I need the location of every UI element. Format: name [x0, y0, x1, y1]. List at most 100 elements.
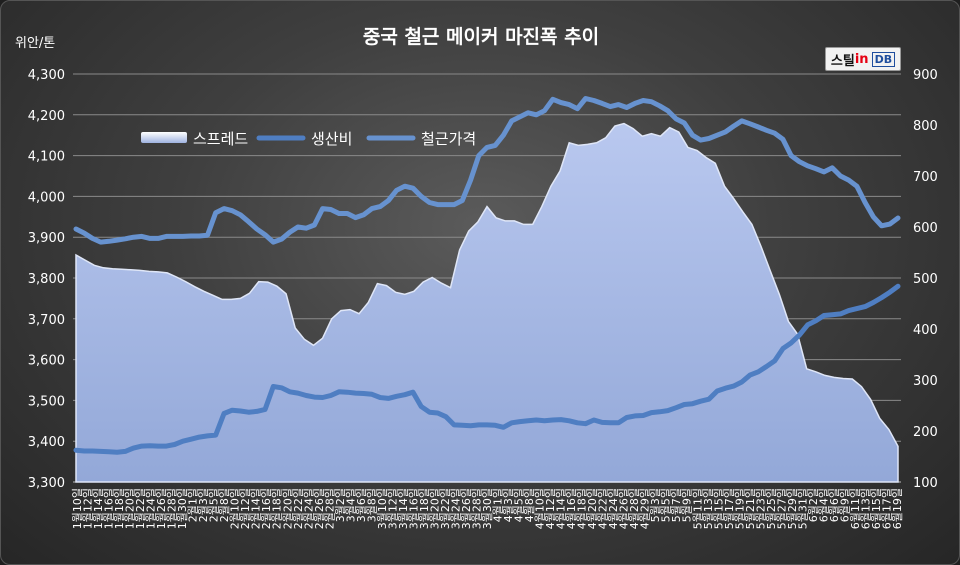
- y-axis-left-label: 위안/톤: [15, 36, 55, 51]
- y-right-tick-label: 700: [913, 170, 938, 185]
- chart-title: 중국 철근 메이커 마진폭 추이: [363, 26, 599, 48]
- x-tick-label: 2월26일: [312, 488, 326, 529]
- x-tick-label: 5월3일: [648, 488, 662, 522]
- x-tick-label: 2월3일: [196, 488, 210, 522]
- x-tick-label: 5월21일: [743, 488, 757, 529]
- line-layer: [73, 96, 901, 455]
- x-tick-label: 3월6일: [354, 488, 368, 522]
- legend-swatch-spread: [141, 132, 187, 143]
- logo-text-a: 스틸: [830, 53, 855, 69]
- series-line-production-cost: [73, 283, 901, 455]
- x-tick-label: 4월22일: [596, 488, 610, 529]
- x-tick-label: 1월20일: [123, 488, 137, 529]
- x-tick-label: 3월20일: [427, 488, 441, 529]
- x-tick-label: 3월2일: [333, 488, 347, 522]
- x-tick-label: 1월18일: [112, 488, 126, 529]
- legend-label: 철근가격: [421, 130, 476, 148]
- y-left-tick-label: 4,000: [28, 190, 65, 205]
- x-tick-label: 5월27일: [774, 488, 788, 529]
- y-right-tick-label: 100: [913, 476, 938, 491]
- x-tick-label: 1월24일: [144, 488, 158, 529]
- x-tick-label: 4월24일: [606, 488, 620, 529]
- y-left-tick-label: 3,500: [28, 394, 65, 409]
- x-tick-label: 2월14일: [249, 488, 263, 529]
- x-tick-label: 5월29일: [785, 488, 799, 529]
- x-tick-label: 2월28일: [322, 488, 336, 529]
- x-tick-label: 6월9일: [837, 488, 851, 522]
- y-left-tick-label: 3,400: [28, 435, 65, 450]
- y-right-tick-label: 900: [913, 68, 938, 83]
- x-tick-label: 5월5일: [659, 488, 673, 522]
- legend: 스프레드 생산비 철근가격: [141, 130, 476, 148]
- y-left-tick-label: 4,200: [28, 109, 65, 124]
- y-left-tick-label: 3,700: [28, 313, 65, 328]
- x-tick-label: 5월17일: [722, 488, 736, 529]
- x-tick-label: 2월16일: [259, 488, 273, 529]
- x-tick-label: 5월19일: [732, 488, 746, 529]
- x-tick-label: 4월3일: [501, 488, 515, 522]
- x-tick-label: 3월26일: [459, 488, 473, 529]
- x-tick-label: 4월16일: [564, 488, 578, 529]
- x-tick-label: 6월13일: [859, 488, 873, 529]
- x-tick-label: 6월11일: [848, 488, 862, 529]
- x-tick-label: 4월28일: [627, 488, 641, 529]
- x-tick-label: 4월18일: [575, 488, 589, 529]
- x-tick-label: 4월29일: [638, 488, 652, 529]
- y-right-tick-label: 200: [913, 425, 938, 440]
- x-tick-label: 6월2일: [806, 488, 820, 522]
- x-tick-label: 4월1일: [491, 488, 505, 522]
- x-tick-label: 1월14일: [91, 488, 105, 529]
- x-tick-label: 3월8일: [364, 488, 378, 522]
- x-tick-label: 6월4일: [816, 488, 830, 522]
- legend-label: 스프레드: [193, 130, 248, 148]
- x-tick-label: 5월15일: [711, 488, 725, 529]
- x-tick-label: 5월23일: [753, 488, 767, 529]
- x-tick-label: 1월28일: [165, 488, 179, 529]
- x-tick-label: 6월19일: [890, 488, 904, 529]
- x-tick-label: 3월4일: [343, 488, 357, 522]
- y-left-tick-label: 3,600: [28, 354, 65, 369]
- x-tick-label: 4월14일: [554, 488, 568, 529]
- x-tick-label: 2월12일: [238, 488, 252, 529]
- x-tick-label: 5월9일: [680, 488, 694, 522]
- x-tick-label: 1월16일: [102, 488, 116, 529]
- x-axis-ticks: 1월10일1월12일1월14일1월16일1월18일1월20일1월22일1월24일…: [70, 488, 904, 529]
- x-tick-label: 2월22일: [291, 488, 305, 529]
- x-tick-label: 2월24일: [301, 488, 315, 529]
- x-tick-label: 5월13일: [701, 488, 715, 529]
- x-tick-label: 5월25일: [764, 488, 778, 529]
- y-left-tick-label: 4,100: [28, 150, 65, 165]
- y-right-tick-label: 300: [913, 374, 938, 389]
- legend-label: 생산비: [311, 130, 352, 148]
- x-tick-label: 2월18일: [270, 488, 284, 529]
- y-right-tick-label: 600: [913, 221, 938, 236]
- x-tick-label: 1월26일: [154, 488, 168, 529]
- series-area-spread: [75, 122, 899, 483]
- x-tick-label: 6월6일: [827, 488, 841, 522]
- x-tick-label: 5월7일: [669, 488, 683, 522]
- x-tick-label: 2월10일: [228, 488, 242, 529]
- y-left-tick-label: 4,300: [28, 68, 65, 83]
- x-tick-label: 1월10일: [70, 488, 84, 529]
- series-line-rebar-price: [73, 96, 901, 245]
- x-tick-label: 4월10일: [533, 488, 547, 529]
- x-tick-label: 6월17일: [880, 488, 894, 529]
- x-tick-label: 2월1일: [186, 488, 200, 522]
- x-tick-label: 5월11일: [690, 488, 704, 529]
- x-tick-label: 4월5일: [512, 488, 526, 522]
- x-tick-label: 1월30일: [175, 488, 189, 529]
- y-right-tick-label: 800: [913, 119, 938, 134]
- x-tick-label: 4월26일: [617, 488, 631, 529]
- steelindb-logo: 스틸 in DB: [825, 47, 901, 71]
- x-tick-label: 2월8일: [217, 488, 231, 522]
- x-tick-label: 3월18일: [417, 488, 431, 529]
- x-tick-label: 3월28일: [470, 488, 484, 529]
- x-tick-label: 3월30일: [480, 488, 494, 529]
- x-tick-label: 2월20일: [280, 488, 294, 529]
- y-left-tick-label: 3,800: [28, 272, 65, 287]
- y-axis-right-ticks: 100 200 300 400 500 600 700 800 900: [913, 68, 938, 491]
- x-tick-label: 1월22일: [133, 488, 147, 529]
- y-left-tick-label: 3,300: [28, 476, 65, 491]
